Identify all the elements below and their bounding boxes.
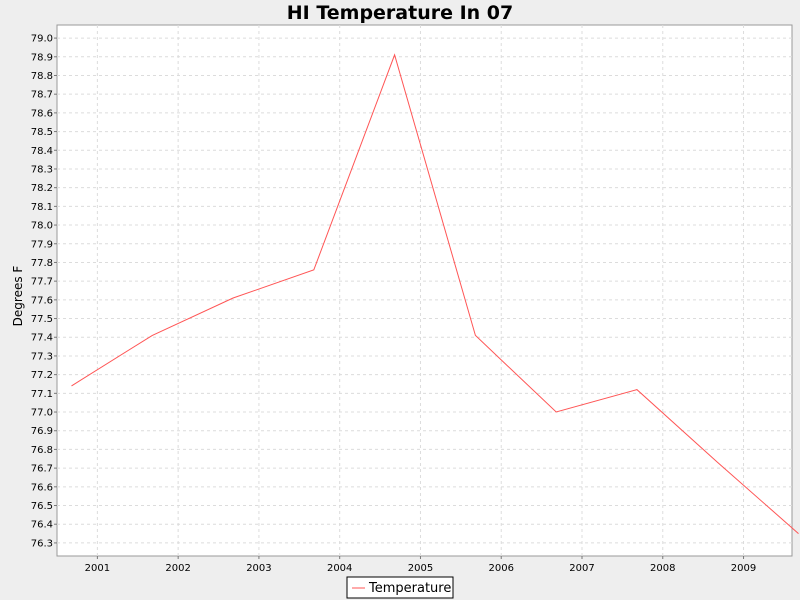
y-tick-label: 77.4 xyxy=(31,333,53,344)
y-tick-label: 76.6 xyxy=(31,482,53,493)
y-tick-label: 77.1 xyxy=(31,389,53,400)
x-tick-label: 2004 xyxy=(327,563,352,574)
data-point xyxy=(716,461,719,464)
y-tick-label: 78.2 xyxy=(31,183,53,194)
y-axis: 76.3 76.4 76.5 76.6 76.7 76.8 76.9 77.0 77.1 77.2… xyxy=(31,34,57,549)
x-tick-label: 2007 xyxy=(569,563,594,574)
legend: Temperature xyxy=(346,576,454,599)
y-tick-label: 76.4 xyxy=(31,520,53,531)
y-tick-label: 77.6 xyxy=(31,295,53,306)
y-tick-label: 77.2 xyxy=(31,370,53,381)
x-tick-label: 2009 xyxy=(731,563,756,574)
y-tick-label: 78.1 xyxy=(31,202,53,213)
data-point xyxy=(151,334,154,337)
y-tick-label: 78.6 xyxy=(31,108,53,119)
y-tick-label: 77.7 xyxy=(31,277,53,288)
plot-area xyxy=(56,24,793,557)
x-tick-label: 2003 xyxy=(246,563,271,574)
data-point xyxy=(474,334,477,337)
y-tick-label: 77.9 xyxy=(31,239,53,250)
y-tick-label: 76.9 xyxy=(31,426,53,437)
x-axis: 2001 2002 2003 2004 2005 2006 2007 2008 2009 xyxy=(85,556,756,574)
series-layer xyxy=(70,53,799,534)
y-tick-label: 76.5 xyxy=(31,501,53,512)
y-tick-label: 78.4 xyxy=(31,146,53,157)
y-axis-label: Degrees F xyxy=(11,266,25,327)
y-tick-label: 78.9 xyxy=(31,52,53,63)
y-tick-label: 78.3 xyxy=(31,164,53,175)
y-tick-label: 76.7 xyxy=(31,464,53,475)
y-tick-label: 78.0 xyxy=(31,221,53,232)
y-tick-label: 79.0 xyxy=(31,34,53,45)
y-tick-label: 76.3 xyxy=(31,538,53,549)
series-line-temperature xyxy=(71,53,799,534)
data-point xyxy=(232,296,235,299)
data-point xyxy=(70,384,73,387)
data-point xyxy=(312,268,315,271)
chart-title: HI Temperature In 07 xyxy=(287,2,514,24)
x-tick-label: 2008 xyxy=(650,563,675,574)
y-tick-label: 77.0 xyxy=(31,408,53,419)
y-tick-label: 76.8 xyxy=(31,445,53,456)
legend-label: Temperature xyxy=(368,581,451,596)
data-point xyxy=(635,388,638,391)
y-tick-label: 77.5 xyxy=(31,314,53,325)
data-point xyxy=(393,53,396,56)
grid xyxy=(57,25,792,556)
y-tick-label: 77.8 xyxy=(31,258,53,269)
y-tick-label: 78.7 xyxy=(31,90,53,101)
y-tick-label: 78.5 xyxy=(31,127,53,138)
y-tick-label: 78.8 xyxy=(31,71,53,82)
x-tick-label: 2006 xyxy=(489,563,514,574)
x-tick-label: 2002 xyxy=(165,563,190,574)
data-point xyxy=(555,411,558,414)
y-tick-label: 77.3 xyxy=(31,351,53,362)
legend-box xyxy=(346,576,454,599)
x-tick-label: 2001 xyxy=(85,563,110,574)
x-tick-label: 2005 xyxy=(408,563,433,574)
